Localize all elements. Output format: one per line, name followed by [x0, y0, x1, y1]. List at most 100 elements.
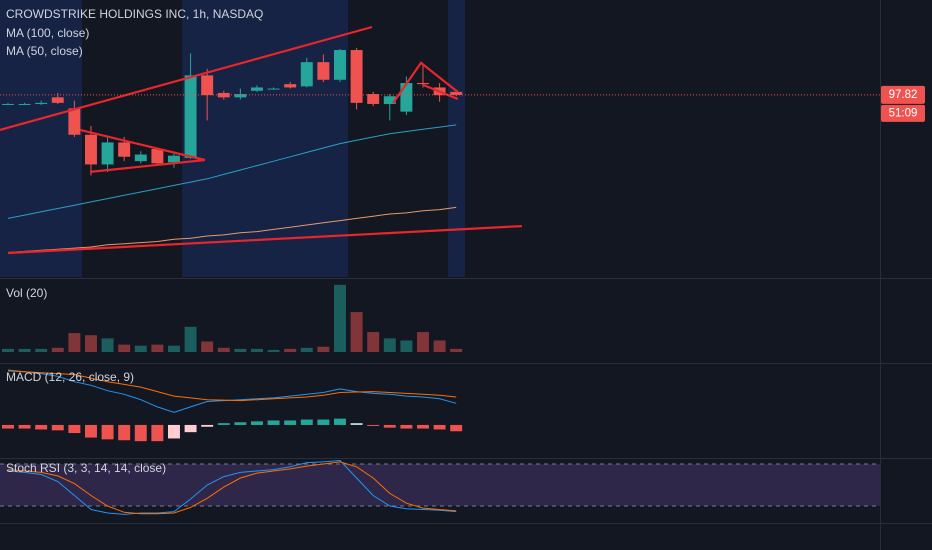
volume-bar	[1, 348, 14, 353]
marks	[0, 25, 880, 515]
candle-body	[300, 62, 313, 87]
candle-body	[118, 142, 131, 157]
candle-body	[284, 84, 297, 88]
volume-bar	[400, 340, 413, 353]
candle-body	[201, 75, 214, 96]
macd-histogram-bar	[234, 422, 247, 425]
macd-histogram-bar	[167, 424, 180, 439]
macd-histogram-bar	[417, 424, 429, 429]
trend-line	[79, 128, 206, 162]
candle-body	[184, 75, 197, 158]
volume-bar	[167, 345, 180, 353]
macd-histogram-bar	[151, 424, 164, 442]
macd-histogram-bar	[317, 419, 330, 425]
candle-body	[134, 154, 147, 162]
moving-average-line	[7, 124, 457, 219]
volume-bar	[334, 284, 346, 353]
candle-body	[68, 108, 81, 135]
volume-bar	[35, 348, 48, 353]
countdown-label: 51:09	[889, 107, 918, 119]
volume-bar	[184, 326, 197, 353]
macd-histogram-bar	[367, 424, 380, 426]
last-price-badge	[881, 85, 925, 104]
trend-line	[422, 83, 459, 101]
candle-body	[18, 103, 31, 105]
band-fill	[0, 463, 880, 506]
macd-histogram-bar	[400, 424, 413, 429]
candle-body	[167, 155, 180, 163]
macd-histogram-bar	[184, 424, 197, 433]
macd-histogram-bar	[450, 424, 463, 432]
candle-body	[350, 50, 363, 103]
session-band	[448, 0, 465, 277]
macd-histogram-bar	[383, 424, 396, 428]
macd-histogram-bar	[101, 424, 114, 440]
pane-title: Vol (20)	[6, 286, 47, 300]
trend-line	[0, 25, 373, 131]
candle-body	[35, 102, 48, 104]
chart-title: CROWDSTRIKE HOLDINGS INC, 1h, NASDAQ	[6, 7, 263, 21]
pane-title: Stoch RSI (3, 3, 14, 14, close)	[6, 461, 166, 475]
macd-line	[7, 370, 457, 402]
volume-bar	[284, 348, 297, 353]
stoch-line	[7, 461, 457, 515]
candle-body	[450, 91, 463, 95]
volume-bar	[118, 344, 131, 353]
macd-histogram-bar	[267, 420, 280, 425]
volume-bar	[317, 346, 330, 353]
volume-bar	[217, 347, 230, 353]
macd-histogram-bar	[201, 424, 214, 427]
macd-histogram-bar	[350, 423, 363, 425]
volume-bar	[151, 344, 164, 353]
macd-histogram-bar	[251, 421, 263, 425]
macd-histogram-bar	[84, 424, 97, 438]
trend-line	[7, 225, 522, 255]
candle-body	[101, 142, 114, 165]
volume-bar	[383, 338, 396, 353]
candle-body	[334, 50, 346, 80]
volume-bar	[367, 332, 380, 353]
volume-bar	[68, 333, 81, 353]
macd-histogram-bar	[284, 420, 297, 425]
candle-body	[400, 83, 413, 112]
volume-bar	[201, 341, 214, 353]
candle-body	[217, 92, 230, 98]
candle-body	[151, 149, 164, 164]
labels: 97.82 51:09	[881, 85, 925, 122]
macd-histogram-bar	[18, 424, 31, 429]
candle-body	[234, 94, 247, 98]
macd-histogram-bar	[1, 424, 14, 429]
volume-bar	[450, 348, 463, 353]
candle-body	[367, 94, 380, 104]
volume-bar	[350, 312, 363, 353]
volume-bar	[300, 347, 313, 353]
session-band	[0, 0, 82, 277]
volume-bar	[18, 348, 31, 353]
stoch-line	[7, 459, 457, 515]
candle-body	[251, 87, 263, 91]
volume-bar	[101, 338, 114, 353]
candle-body	[383, 96, 396, 104]
candle-body	[417, 83, 429, 85]
macd-histogram-bar	[51, 424, 64, 431]
volume-bar	[433, 340, 446, 353]
macd-histogram-bar	[300, 419, 313, 425]
trend-line	[392, 61, 459, 104]
candle-body	[317, 62, 330, 80]
macd-histogram-bar	[433, 424, 446, 430]
volume-bar	[417, 332, 429, 353]
macd-histogram-bar	[334, 418, 346, 425]
volume-bar	[84, 335, 97, 353]
volume-bar	[51, 347, 64, 353]
candle-body	[1, 103, 14, 105]
macd-histogram-bar	[217, 423, 230, 425]
candle-body	[51, 97, 64, 103]
legend-entry: MA (100, close)	[6, 26, 89, 40]
legend-entry: MA (50, close)	[6, 44, 83, 58]
trend-line	[89, 158, 206, 173]
macd-histogram-bar	[68, 424, 81, 434]
pane-title: MACD (12, 26, close, 9)	[6, 370, 134, 384]
last-price-label: 97.82	[889, 89, 918, 101]
moving-average-line	[7, 206, 457, 253]
